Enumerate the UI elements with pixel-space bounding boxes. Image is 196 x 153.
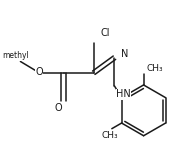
Text: O: O: [54, 103, 62, 114]
Text: HN: HN: [116, 89, 131, 99]
Text: methyl: methyl: [2, 51, 29, 60]
Text: N: N: [121, 49, 128, 59]
Text: CH₃: CH₃: [146, 63, 163, 73]
Text: CH₃: CH₃: [102, 131, 118, 140]
Text: O: O: [35, 67, 43, 77]
Text: Cl: Cl: [100, 28, 110, 38]
